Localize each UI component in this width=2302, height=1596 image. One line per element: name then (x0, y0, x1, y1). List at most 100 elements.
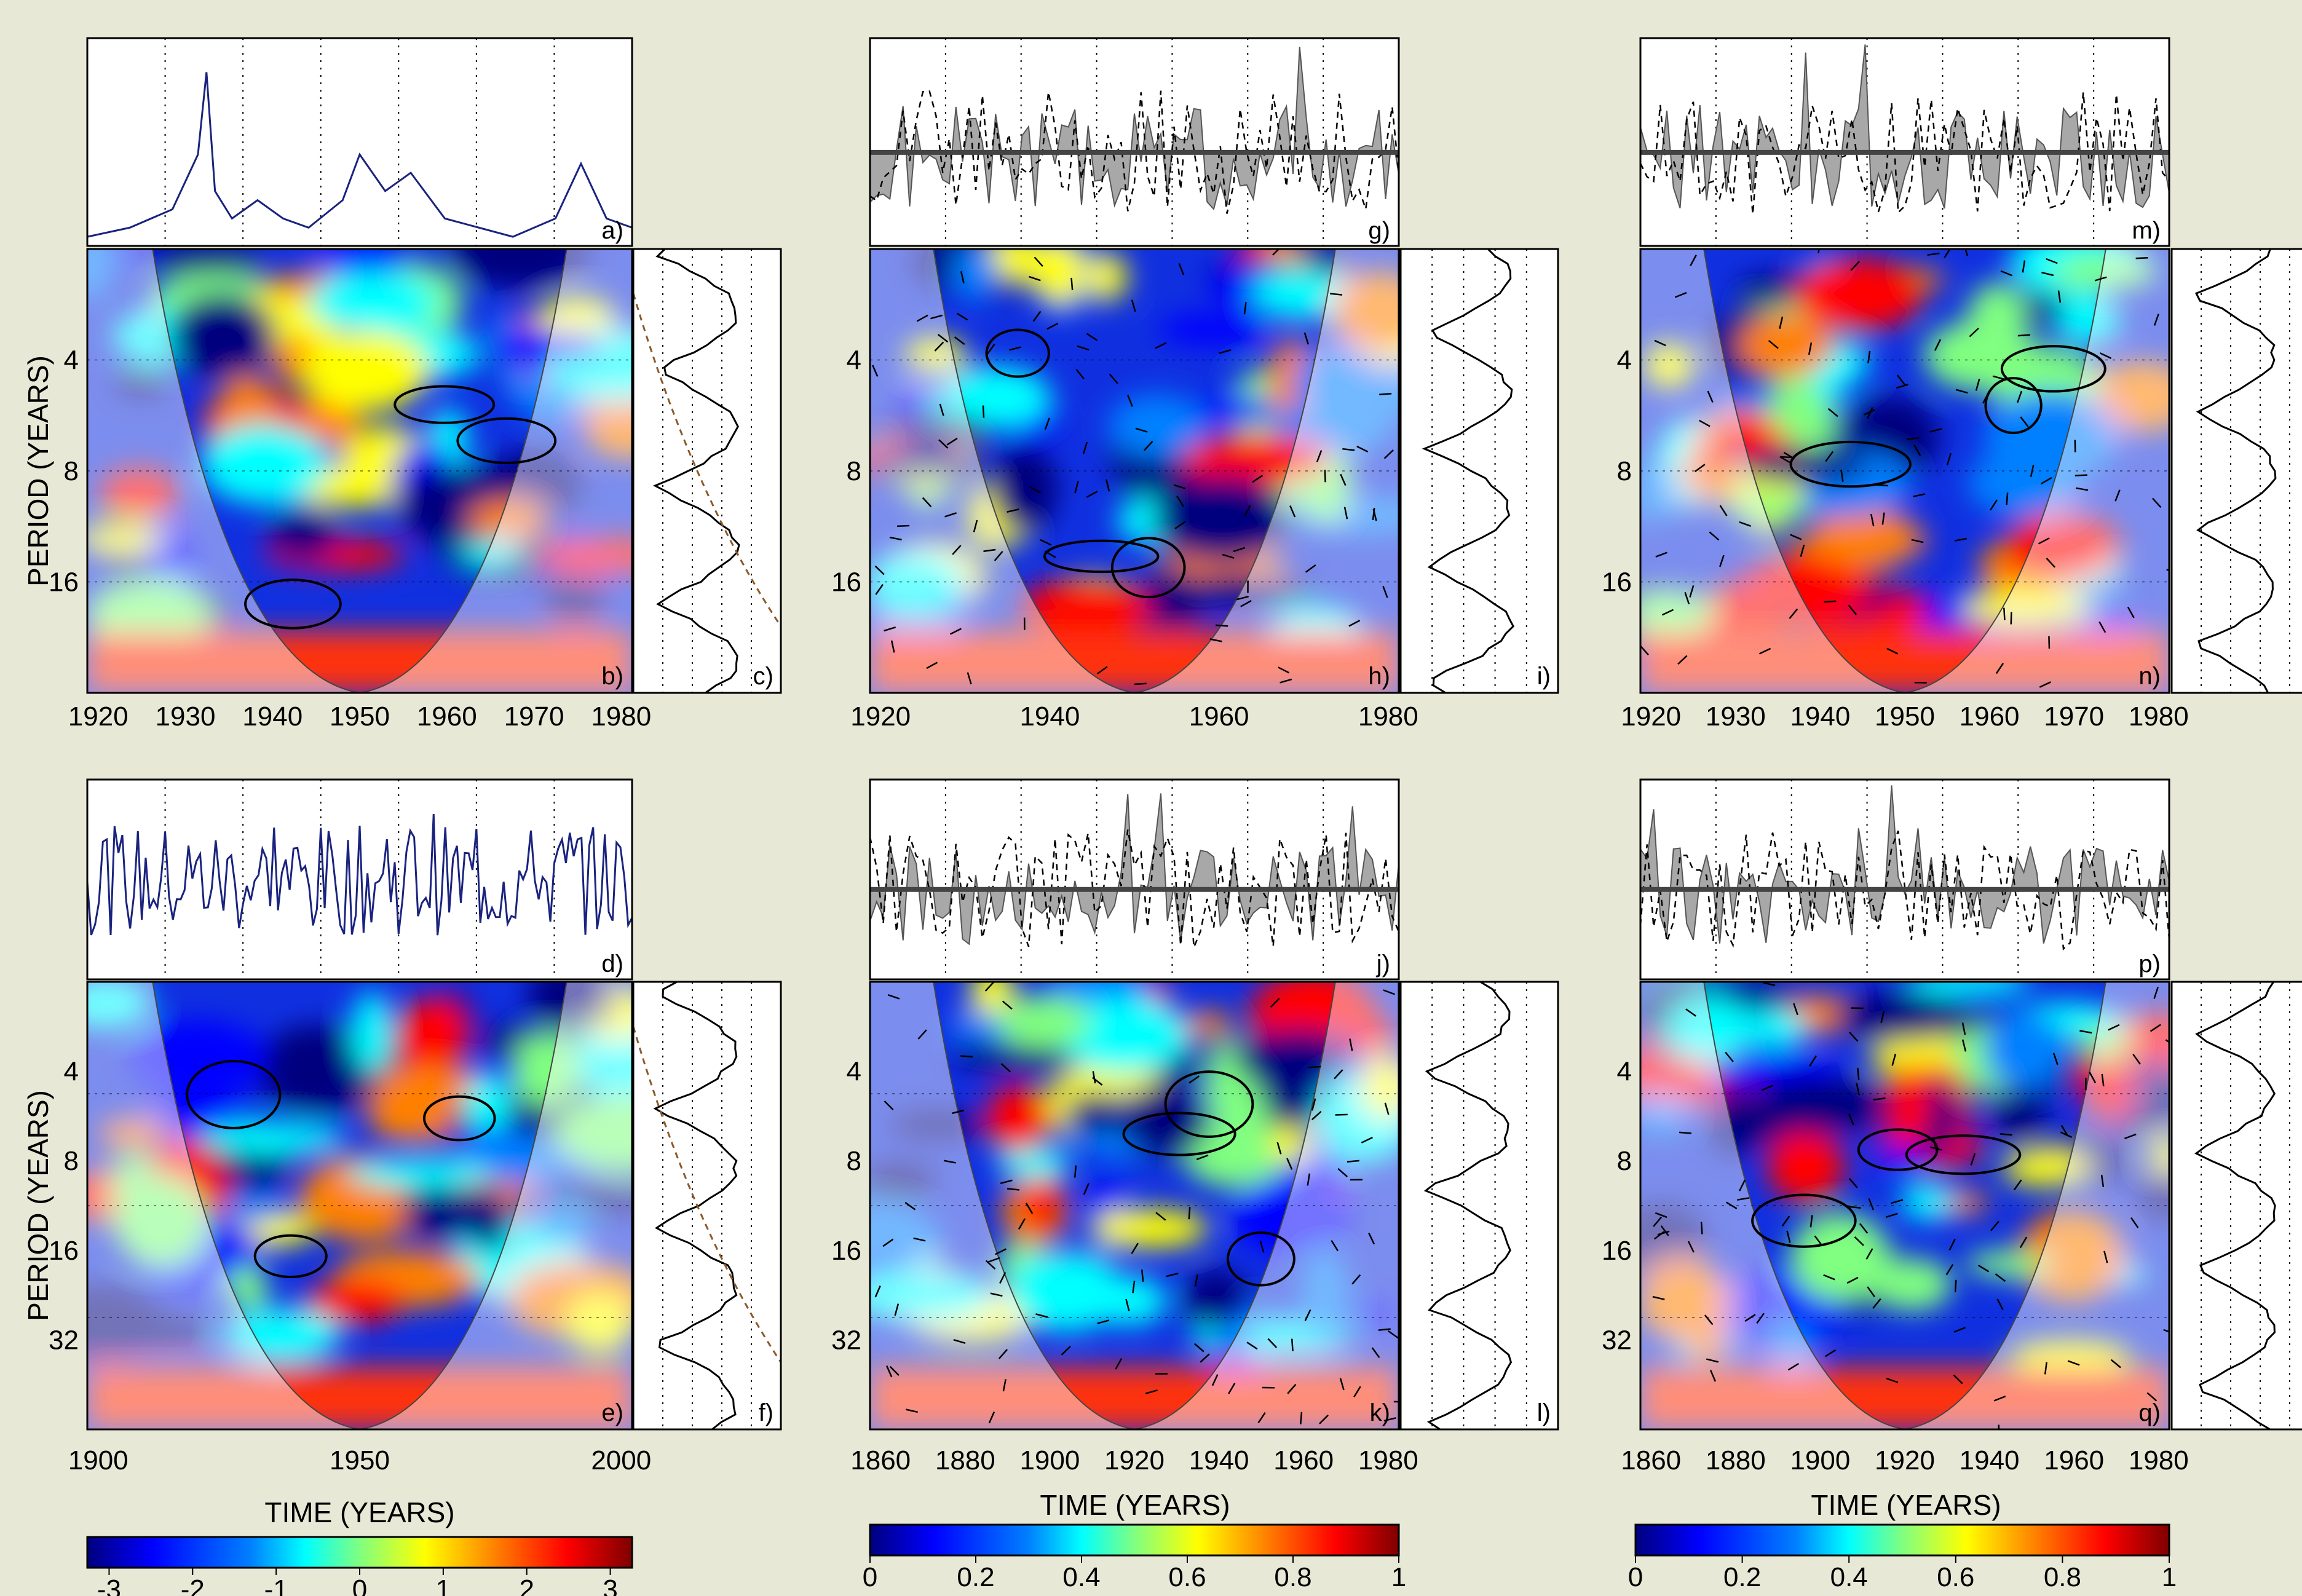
phase-arrow (1307, 1173, 1311, 1186)
x-tick-label: 1900 (1019, 1445, 1080, 1476)
significance-line (632, 293, 782, 627)
x-tick-label: 1920 (1104, 1445, 1165, 1476)
significance-contour (1751, 1193, 1857, 1248)
subplot-1: g) h) i) 1920 1940 1960 1980 4 8 16 (831, 37, 1559, 732)
heatmap-blobs (870, 982, 1399, 1429)
heatmap-blob (991, 444, 1058, 534)
phase-arrow (1305, 564, 1316, 573)
phase-arrow (1209, 638, 1222, 642)
heatmap-blob (889, 1109, 986, 1140)
heatmap-blob (1885, 590, 1928, 628)
phase-arrow (2006, 492, 2009, 505)
phase-arrow (1035, 1313, 1048, 1318)
phase-arrow (2040, 476, 2052, 484)
phase-arrow (2067, 1360, 2080, 1366)
heatmap-blob (1152, 475, 1293, 563)
subplot-4: j) k) l) 1860 1880 1900 1920 1940 1960 1980 4 8 16 32 (831, 778, 1559, 1476)
phase-arrow (1709, 531, 1720, 541)
phase-arrow (1891, 1053, 1897, 1066)
heatmap-blob (1640, 1259, 1729, 1343)
phase-arrow (1993, 1396, 2006, 1402)
phase-arrow (953, 1339, 966, 1345)
heatmap-blob (936, 366, 1051, 428)
phase-arrow (1687, 1241, 1695, 1253)
y-tick-label: 32 (1602, 1325, 1632, 1355)
phase-arrow (1166, 1272, 1179, 1278)
heatmap-blob (1686, 1322, 1727, 1362)
phase-arrow (2089, 1072, 2097, 1084)
phase-arrow (1287, 1383, 1297, 1394)
y-tick-label: 8 (1617, 456, 1632, 486)
phase-arrow (2110, 1359, 2121, 1369)
phase-arrow (1726, 1201, 1738, 1209)
heatmap-blob (1982, 391, 2121, 481)
phase-arrow (1907, 437, 1920, 440)
phase-arrow (1188, 1207, 1191, 1220)
phase-arrow (1640, 645, 1649, 656)
phase-arrow (1300, 1412, 1303, 1424)
heatmap-blob (870, 550, 963, 613)
phase-arrow (1824, 600, 1837, 603)
phase-arrow (1331, 1239, 1339, 1252)
phase-arrow (1000, 1179, 1013, 1185)
phase-arrow (1334, 1069, 1343, 1080)
phase-arrow (1356, 445, 1369, 452)
y-axis-label: PERIOD (YEARS) (22, 355, 54, 587)
phase-arrow (1953, 1327, 1966, 1333)
phase-arrow (934, 341, 944, 352)
side-panel-background (2172, 982, 2302, 1429)
phase-arrow (2130, 1217, 2139, 1228)
phase-arrow (952, 1109, 965, 1115)
phase-arrow (1699, 419, 1711, 427)
phase-arrow (1074, 481, 1079, 494)
phase-arrow (1875, 484, 1888, 487)
cone-of-influence-line (933, 249, 1336, 693)
phase-arrow (1324, 470, 1326, 483)
colorbar-tick-label: 0.8 (2044, 1562, 2081, 1592)
phase-arrow (1141, 1269, 1144, 1282)
phase-arrow (1689, 585, 1695, 598)
phase-arrow (2046, 558, 2056, 568)
x-tick-label: 1960 (1189, 701, 1249, 732)
line-series (86, 814, 633, 936)
phase-arrow (1040, 539, 1052, 546)
line-panel-frame (1639, 37, 2170, 247)
heatmap-blob (255, 1024, 384, 1115)
phase-arrow (2022, 260, 2026, 273)
phase-arrow (986, 343, 995, 355)
x-tick-label: 1980 (1358, 1445, 1418, 1476)
phase-arrow (1246, 1341, 1258, 1350)
phase-arrow (930, 314, 943, 320)
significance-contour (1905, 1134, 2022, 1175)
phase-arrow (973, 519, 978, 532)
heatmap-blob (1667, 997, 1754, 1062)
x-tick-label: 1880 (935, 1445, 995, 1476)
heatmap-blob (267, 508, 340, 562)
heatmap-blob (538, 296, 616, 338)
phase-arrow (1808, 342, 1813, 355)
phase-arrow (1995, 663, 2004, 674)
phase-arrow (1002, 1379, 1007, 1392)
colorbar-1: 0 0.2 0.4 0.6 0.8 1 (863, 1523, 1406, 1592)
heatmap-blob (1832, 990, 1969, 1041)
phase-arrow (1236, 595, 1249, 601)
phase-arrow (985, 1260, 996, 1270)
phase-arrow (1652, 1295, 1665, 1300)
heatmap-blob (1188, 394, 1281, 424)
x-tick-label: 1940 (1960, 1445, 2020, 1476)
heatmap-blob (870, 449, 984, 483)
phase-arrow (1779, 316, 1784, 329)
phase-arrow (983, 548, 996, 553)
heatmap-blob (986, 1084, 1051, 1153)
phase-arrow (1817, 249, 1820, 253)
heatmap-blob (2148, 1139, 2169, 1168)
phase-arrow (1097, 1319, 1110, 1324)
significance-contour (253, 1234, 328, 1278)
heatmap-blob (1233, 1029, 1362, 1088)
colorbar-tick-label: -2 (181, 1574, 205, 1596)
phase-arrow (2041, 271, 2054, 277)
phase-arrow (1096, 666, 1108, 675)
phase-arrow (1046, 322, 1059, 330)
heatmap-blob (304, 1280, 406, 1324)
phase-arrow (1800, 544, 1805, 557)
